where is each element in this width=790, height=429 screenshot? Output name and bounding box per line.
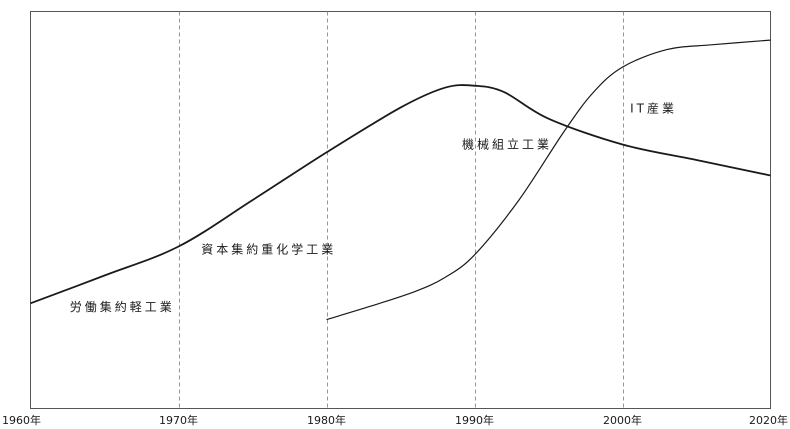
annotation-3: IT産業 [630, 101, 677, 116]
annotation-2: 機械組立工業 [462, 136, 552, 151]
x-tick-label-0: 1960年 [2, 413, 41, 427]
x-axis-ticks: 1960年 1970年 1980年 1990年 2000年 2020年 [2, 413, 788, 427]
series-line-it [326, 39, 771, 321]
plot-frame [30, 11, 771, 409]
x-tick-label-3: 1990年 [455, 413, 494, 427]
annotation-1: 資本集約重化学工業 [201, 242, 336, 257]
x-tick-label-1: 1970年 [159, 413, 198, 427]
x-tick-label-2: 1980年 [307, 413, 346, 427]
gridlines [179, 11, 624, 409]
x-tick-label-5: 2020年 [749, 413, 788, 427]
annotation-0: 労働集約軽工業 [70, 299, 175, 314]
series-group [30, 39, 771, 321]
x-tick-label-4: 2000年 [603, 413, 642, 427]
annotations: 労働集約軽工業 資本集約重化学工業 機械組立工業 IT産業 [70, 101, 677, 314]
series-line-main [30, 84, 771, 305]
